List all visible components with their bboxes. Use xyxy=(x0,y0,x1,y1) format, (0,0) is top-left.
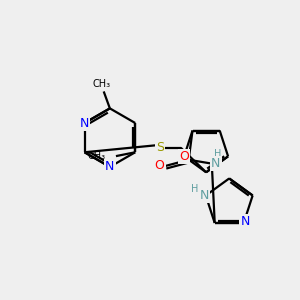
Text: CH₃: CH₃ xyxy=(92,79,110,89)
Text: O: O xyxy=(179,150,189,163)
Text: N: N xyxy=(200,189,209,202)
Text: CH₃: CH₃ xyxy=(87,151,105,161)
Text: H: H xyxy=(214,149,222,159)
Text: N: N xyxy=(80,116,89,130)
Text: H: H xyxy=(191,184,199,194)
Text: N: N xyxy=(105,160,115,173)
Text: N: N xyxy=(241,215,250,228)
Text: S: S xyxy=(156,141,164,154)
Text: O: O xyxy=(154,159,164,172)
Text: N: N xyxy=(211,157,220,170)
